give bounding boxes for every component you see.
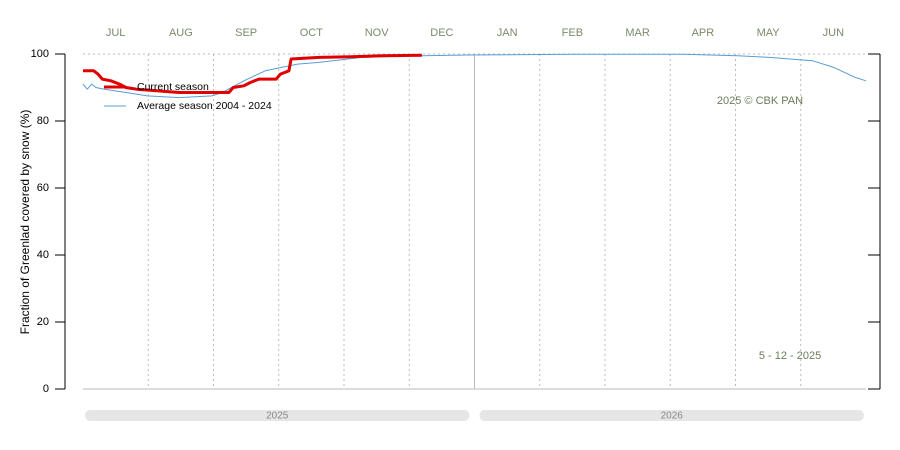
series-line [83, 53, 422, 94]
month-label: JUL [106, 27, 126, 39]
month-label: OCT [300, 27, 324, 39]
y-tick-label: 40 [37, 249, 49, 261]
year-bar [85, 410, 470, 421]
month-label: SEP [235, 27, 257, 39]
month-label: DEC [430, 27, 453, 39]
legend-label: Average season 2004 - 2024 [137, 100, 272, 112]
month-label: MAR [625, 27, 650, 39]
y-axis-label: Fraction of Greenlad covered by snow (%) [18, 110, 32, 335]
month-label: NOV [365, 27, 390, 39]
year-label: 2026 [661, 411, 684, 422]
month-label: JAN [497, 27, 518, 39]
month-label: APR [692, 27, 715, 39]
y-tick-label: 80 [37, 115, 49, 127]
y-tick-label: 100 [31, 48, 49, 60]
credit: 2025 © CBK PAN [717, 95, 803, 107]
y-tick-label: 20 [37, 316, 49, 328]
month-label: FEB [562, 27, 583, 39]
date-note: 5 - 12 - 2025 [759, 350, 821, 362]
series-line [82, 53, 867, 99]
y-tick-label: 0 [43, 383, 49, 395]
month-label: MAY [757, 27, 781, 39]
year-bar [479, 410, 864, 421]
legend-label: Current season [137, 81, 209, 93]
month-label: AUG [169, 27, 193, 39]
year-label: 2025 [266, 411, 289, 422]
month-label: JUN [823, 27, 844, 39]
y-tick-label: 60 [37, 182, 49, 194]
